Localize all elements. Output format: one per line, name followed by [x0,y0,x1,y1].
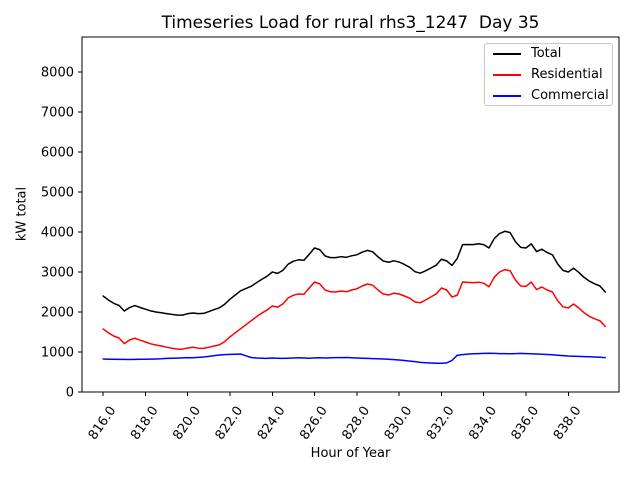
y-tick-label: 8000 [41,66,74,81]
commercial-line-swatch [493,94,521,97]
y-tick-label: 3000 [41,266,74,281]
x-tick-label: 836.0 [509,404,543,443]
x-tick-label: 816.0 [86,404,120,443]
y-tick-label: 2000 [41,306,74,321]
x-tick-label: 822.0 [213,404,247,443]
series-layer [102,230,607,365]
x-tick-label: 826.0 [297,404,331,443]
legend: Total Residential Commercial [484,43,613,106]
x-tick-label: 838.0 [551,404,585,443]
x-tick-label: 828.0 [339,404,373,443]
series-line-residential [102,268,607,350]
legend-item-total: Total [493,45,612,62]
y-tick-label: 1000 [41,346,74,361]
chart-title: Timeseries Load for rural rhs3_1247 Day … [161,13,540,33]
series-line-total [102,230,607,316]
x-tick-label: 830.0 [382,404,416,443]
legend-label-commercial: Commercial [531,88,609,103]
y-tick-label: 0 [66,386,74,401]
y-axis-label: kW total [14,186,30,242]
legend-item-residential: Residential [493,66,612,83]
legend-label-residential: Residential [531,67,603,82]
x-tick-label: 818.0 [128,404,162,443]
x-axis-label: Hour of Year [310,446,391,461]
legend-item-commercial: Commercial [493,87,612,104]
y-tick-label: 6000 [41,146,74,161]
residential-line-swatch [493,73,521,76]
y-tick-label: 4000 [41,226,74,241]
y-tick-label: 7000 [41,106,74,121]
legend-label-total: Total [531,46,562,61]
y-tick-label: 5000 [41,186,74,201]
plot-border [81,36,620,393]
x-tick-label: 834.0 [466,404,500,443]
x-tick-label: 820.0 [170,404,204,443]
x-tick-label: 824.0 [255,404,289,443]
x-tick-label: 832.0 [424,404,458,443]
series-line-commercial [102,352,607,365]
total-line-swatch [493,52,521,55]
